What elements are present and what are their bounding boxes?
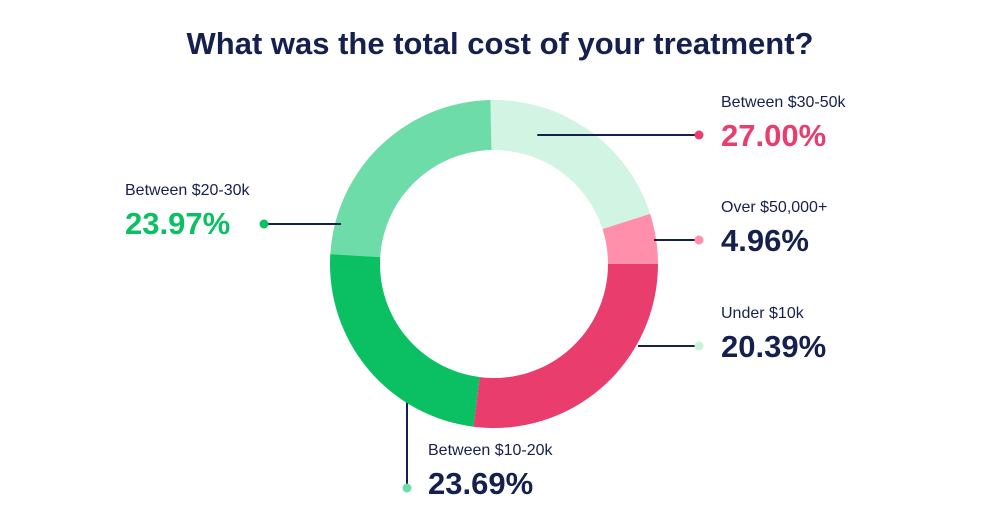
leader-dot-b3050 [694,130,704,140]
leader-dot-b1020 [402,483,412,493]
slice-label-name: Between $10-20k [428,442,553,459]
slice-over50 [602,213,658,264]
slice-label-name: Over $50,000+ [721,199,828,216]
leader-dot-under10 [694,341,704,351]
slice-label-value: 23.97% [125,206,231,241]
label-under-10k: Under $10k 20.39% [721,304,826,366]
slice-label-value: 27.00% [721,118,827,153]
leader-dot-b2030 [259,219,269,229]
slice-label-value: 4.96% [721,223,809,258]
slice-b3050 [473,264,658,428]
chart-title: What was the total cost of your treatmen… [186,26,814,61]
label-over-50k: Over $50,000+ 4.96% [721,198,827,260]
slice-label-name: Under $10k [721,305,804,322]
slice-b2030 [330,254,480,427]
slice-label-name: Between $30-50k [721,94,846,111]
label-between-20-30k: Between $20-30k 23.97% [125,181,250,243]
slice-under10 [490,100,651,230]
slice-label-value: 20.39% [721,329,827,364]
slice-label-value: 23.69% [428,466,534,501]
label-between-30-50k: Between $30-50k 27.00% [721,93,846,155]
leader-dot-over50 [694,235,704,245]
slice-label-name: Between $20-30k [125,182,250,199]
label-between-10-20k: Between $10-20k 23.69% [428,441,553,503]
slice-b1020 [330,100,492,258]
